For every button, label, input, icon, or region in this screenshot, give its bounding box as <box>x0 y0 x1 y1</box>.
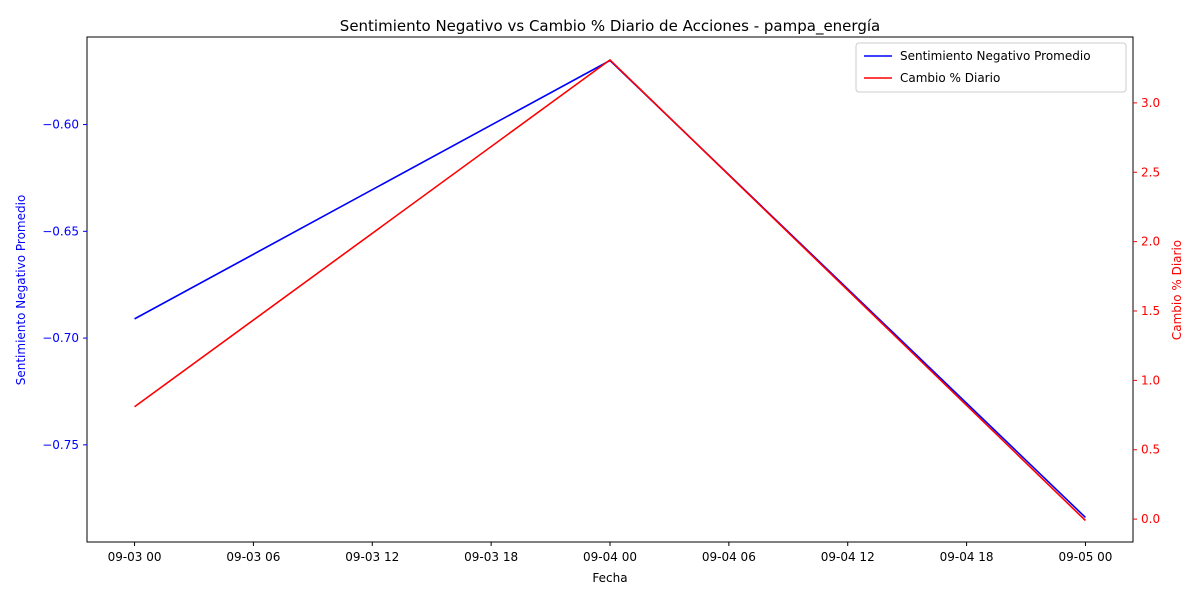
x-tick-label-2: 09-03 12 <box>345 550 399 564</box>
right-tick-label-4: 2.0 <box>1141 235 1160 249</box>
left-tick-label-0: −0.60 <box>42 118 79 132</box>
x-tick-label-8: 09-05 00 <box>1058 550 1112 564</box>
legend-label-sentimiento: Sentimiento Negativo Promedio <box>900 49 1091 63</box>
left-y-axis-title: Sentimiento Negativo Promedio <box>14 195 28 386</box>
chart-title: Sentimiento Negativo vs Cambio % Diario … <box>340 17 880 36</box>
right-tick-label-6: 3.0 <box>1141 96 1160 110</box>
x-axis-title: Fecha <box>592 571 627 585</box>
legend-box <box>855 42 1127 93</box>
x-tick-label-3: 09-03 18 <box>464 550 518 564</box>
x-tick-label-1: 09-03 06 <box>226 550 280 564</box>
x-tick-label-5: 09-04 06 <box>702 550 756 564</box>
legend-label-cambio: Cambio % Diario <box>900 71 1000 85</box>
right-tick-label-3: 1.5 <box>1141 304 1160 318</box>
right-y-axis: 0.0 0.5 1.0 1.5 2.0 2.5 3.0 <box>1133 96 1160 526</box>
right-tick-label-1: 0.5 <box>1141 443 1160 457</box>
series-line-0 <box>134 59 1087 519</box>
right-y-axis-title: Cambio % Diario <box>1170 240 1184 340</box>
x-tick-label-6: 09-04 12 <box>821 550 875 564</box>
right-tick-label-0: 0.0 <box>1141 512 1160 526</box>
series-line-1 <box>134 59 1087 522</box>
x-tick-label-4: 09-04 00 <box>583 550 637 564</box>
left-y-axis: −0.60 −0.65 −0.70 −0.75 <box>42 118 87 452</box>
plot-frame <box>86 36 1134 543</box>
left-tick-label-3: −0.75 <box>42 438 79 452</box>
right-tick-label-5: 2.5 <box>1141 165 1160 179</box>
right-tick-label-2: 1.0 <box>1141 373 1160 387</box>
x-tick-label-0: 09-03 00 <box>108 550 162 564</box>
left-tick-label-1: −0.65 <box>42 224 79 238</box>
legend: Sentimiento Negativo Promedio Cambio % D… <box>855 42 1127 93</box>
x-tick-label-7: 09-04 18 <box>940 550 994 564</box>
plot-area <box>134 59 1087 522</box>
x-axis: 09-03 00 09-03 06 09-03 12 09-03 18 09-04 00… <box>108 542 1112 564</box>
left-tick-label-2: −0.70 <box>42 331 79 345</box>
